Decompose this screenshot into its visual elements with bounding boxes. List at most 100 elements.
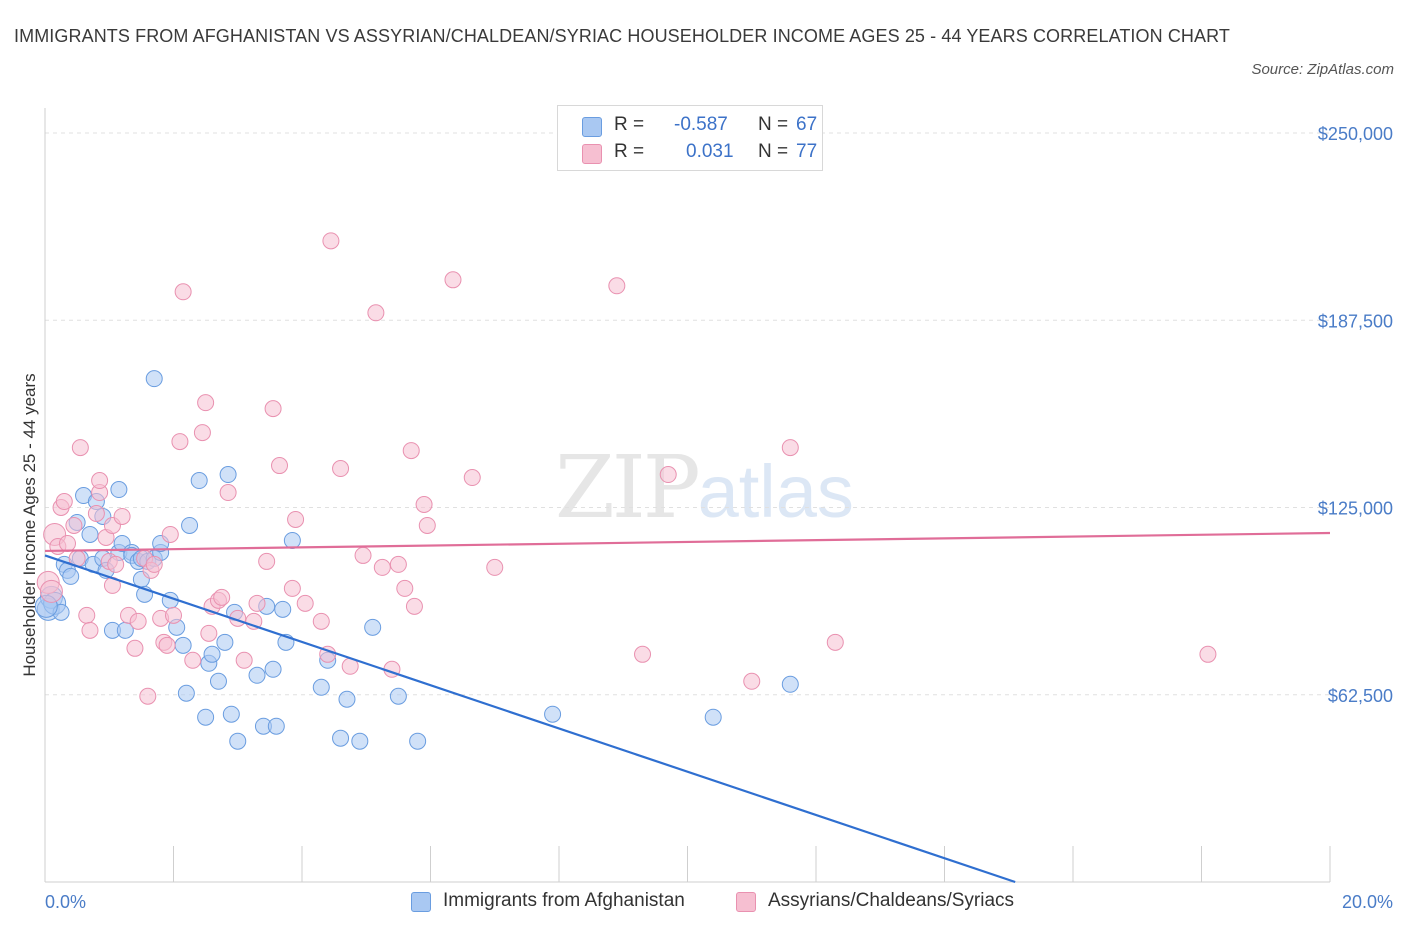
point-assyrian xyxy=(58,534,76,552)
point-afghanistan xyxy=(781,675,799,693)
point-afghanistan xyxy=(110,481,128,499)
point-assyrian xyxy=(354,546,372,564)
point-afghanistan xyxy=(62,567,80,585)
point-assyrian xyxy=(396,579,414,597)
point-afghanistan xyxy=(219,466,237,484)
point-assyrian xyxy=(55,493,73,511)
series-name: Assyrians/Chaldeans/Syriacs xyxy=(768,890,1015,911)
point-assyrian xyxy=(174,283,192,301)
point-afghanistan xyxy=(409,732,427,750)
y-tick-label: $187,500 xyxy=(1318,311,1393,331)
data-points xyxy=(34,232,1217,750)
y-tick-label: $250,000 xyxy=(1318,124,1393,144)
point-assyrian xyxy=(405,597,423,615)
point-assyrian xyxy=(248,594,266,612)
legend-swatch-pink xyxy=(582,144,602,164)
point-assyrian xyxy=(139,687,157,705)
point-afghanistan xyxy=(351,732,369,750)
point-afghanistan xyxy=(229,732,247,750)
series-swatch-pink xyxy=(736,892,756,912)
point-afghanistan xyxy=(216,633,234,651)
point-assyrian xyxy=(107,555,125,573)
legend-r-label: R = xyxy=(614,141,645,162)
x-tick-label-max: 20.0% xyxy=(1342,892,1393,912)
point-assyrian xyxy=(283,579,301,597)
legend-n-value: 67 xyxy=(796,114,818,135)
point-assyrian xyxy=(389,555,407,573)
point-afghanistan xyxy=(177,684,195,702)
watermark-zip: ZIP xyxy=(555,438,701,538)
point-assyrian xyxy=(78,606,96,624)
point-afghanistan xyxy=(264,660,282,678)
point-assyrian xyxy=(161,525,179,543)
series-swatch-blue xyxy=(411,892,431,912)
point-afghanistan xyxy=(248,666,266,684)
trend-line-assyrian xyxy=(44,531,1331,553)
point-assyrian xyxy=(129,612,147,630)
point-assyrian xyxy=(743,672,761,690)
point-assyrian xyxy=(65,516,83,534)
point-assyrian xyxy=(145,555,163,573)
point-assyrian xyxy=(444,271,462,289)
point-assyrian xyxy=(193,424,211,442)
point-assyrian xyxy=(113,507,131,525)
point-assyrian xyxy=(184,651,202,669)
point-afghanistan xyxy=(190,472,208,490)
point-afghanistan xyxy=(332,729,350,747)
x-tick-label-min: 0.0% xyxy=(45,892,86,912)
chart-title: IMMIGRANTS FROM AFGHANISTAN VS ASSYRIAN/… xyxy=(14,26,1231,46)
point-assyrian xyxy=(39,579,63,603)
point-afghanistan xyxy=(81,525,99,543)
point-assyrian xyxy=(126,639,144,657)
point-afghanistan xyxy=(544,705,562,723)
point-assyrian xyxy=(271,457,289,475)
point-afghanistan xyxy=(203,645,221,663)
point-assyrian xyxy=(418,516,436,534)
legend-n-label: N = xyxy=(758,114,789,135)
watermark: ZIPatlas xyxy=(555,438,854,538)
point-afghanistan xyxy=(197,708,215,726)
point-assyrian xyxy=(197,394,215,412)
legend-n-label: N = xyxy=(758,141,789,162)
y-axis-label: Householder Income Ages 25 - 44 years xyxy=(20,373,39,676)
point-assyrian xyxy=(71,439,89,457)
point-afghanistan xyxy=(145,370,163,388)
source-label: Source: ZipAtlas.com xyxy=(1251,61,1394,78)
legend-n-value: 77 xyxy=(796,141,818,162)
legend-swatch-blue xyxy=(582,117,602,137)
point-assyrian xyxy=(264,400,282,418)
point-assyrian xyxy=(415,496,433,514)
point-afghanistan xyxy=(174,636,192,654)
point-assyrian xyxy=(608,277,626,295)
point-assyrian xyxy=(81,621,99,639)
point-assyrian xyxy=(826,633,844,651)
point-assyrian xyxy=(659,466,677,484)
legend-r-value: 0.031 xyxy=(686,141,734,162)
point-assyrian xyxy=(332,460,350,478)
point-assyrian xyxy=(402,442,420,460)
point-assyrian xyxy=(322,232,340,250)
point-assyrian xyxy=(258,552,276,570)
point-assyrian xyxy=(213,588,231,606)
point-assyrian xyxy=(367,304,385,322)
tick-labels: $62,500 $125,000 $187,500 $250,000 0.0% 20.0%… xyxy=(20,124,1393,912)
point-assyrian xyxy=(634,645,652,663)
point-assyrian xyxy=(235,651,253,669)
point-afghanistan xyxy=(267,717,285,735)
trend-lines xyxy=(44,531,1331,884)
axes xyxy=(44,108,1331,883)
point-assyrian xyxy=(287,510,305,528)
point-assyrian xyxy=(158,636,176,654)
point-afghanistan xyxy=(283,531,301,549)
point-assyrian xyxy=(1199,645,1217,663)
point-assyrian xyxy=(312,612,330,630)
point-afghanistan xyxy=(338,690,356,708)
point-assyrian xyxy=(91,472,109,490)
point-assyrian xyxy=(87,504,105,522)
legend-r-label: R = xyxy=(614,114,645,135)
point-assyrian xyxy=(200,624,218,642)
point-afghanistan xyxy=(209,672,227,690)
point-afghanistan xyxy=(312,678,330,696)
point-afghanistan xyxy=(274,600,292,618)
